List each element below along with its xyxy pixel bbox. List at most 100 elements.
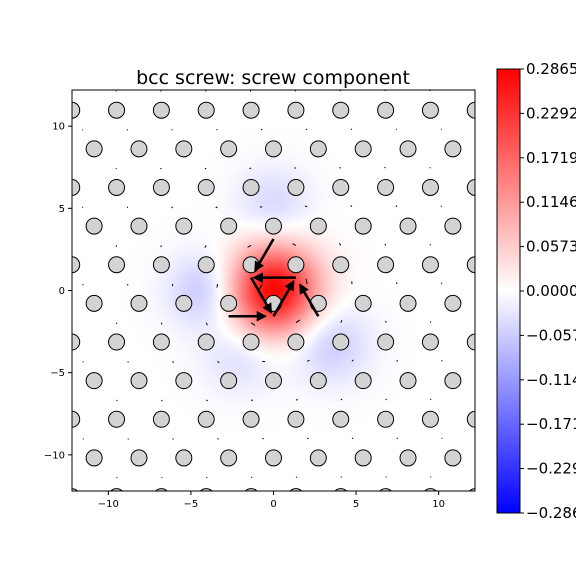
atom <box>175 217 193 235</box>
atom <box>176 527 192 543</box>
atom <box>86 527 102 543</box>
atom <box>242 178 260 196</box>
field-arrow <box>384 243 387 246</box>
atom <box>332 333 350 351</box>
colorbar-tick-label: 0.2292 <box>526 104 576 122</box>
field-arrow <box>292 243 297 246</box>
atom <box>354 449 372 467</box>
field-arrow <box>350 205 353 208</box>
field-arrow <box>385 320 387 323</box>
atom <box>354 217 372 235</box>
field-arrow <box>204 167 207 170</box>
atom <box>175 372 193 390</box>
atom <box>332 101 350 119</box>
colorbar-tick-label: 0.1719 <box>526 149 576 167</box>
atom <box>175 449 193 467</box>
atom <box>466 178 475 196</box>
atom <box>444 140 462 158</box>
atom <box>309 217 327 235</box>
atom <box>19 257 35 273</box>
plot-area <box>0 64 573 543</box>
atom <box>421 101 439 119</box>
atom <box>130 294 148 312</box>
core-arrows <box>228 238 320 322</box>
field-arrow <box>440 128 443 130</box>
atom <box>424 488 437 491</box>
atom <box>19 489 35 505</box>
field-arrow <box>351 359 354 362</box>
field-arrow <box>295 319 301 324</box>
chart-title: bcc screw: screw component <box>136 67 410 89</box>
colorbar-gradient <box>497 69 520 513</box>
atom <box>197 101 215 119</box>
field-arrow <box>385 398 387 401</box>
atom <box>399 294 417 312</box>
field-arrow <box>205 399 208 402</box>
atom <box>86 64 102 80</box>
atom <box>152 410 170 428</box>
atom <box>309 449 327 467</box>
atom <box>108 256 126 274</box>
atom <box>535 527 551 543</box>
y-axis: −10 −5 0 5 10 <box>44 122 72 461</box>
x-axis: −10 −5 0 5 10 <box>98 491 445 510</box>
field-arrow <box>395 128 398 130</box>
atom <box>72 256 81 274</box>
atom <box>0 450 12 466</box>
field-arrow <box>171 206 173 209</box>
core-displacement-arrow <box>272 279 295 317</box>
core-displacement-arrow <box>299 283 320 317</box>
atom <box>85 294 103 312</box>
atom <box>354 140 372 158</box>
atom <box>72 488 79 491</box>
x-tick-label: 10 <box>432 499 445 510</box>
atom <box>466 256 475 274</box>
atom <box>131 527 147 543</box>
field-arrow <box>258 283 263 290</box>
atom <box>199 488 213 491</box>
atom <box>130 449 148 467</box>
colorbar: 0.2865 0.2292 0.1719 0.1146 0.0573 0.0000 −0.0… <box>496 60 576 522</box>
field-arrow <box>82 438 84 440</box>
atom <box>41 527 57 543</box>
atom <box>19 102 35 118</box>
atom <box>265 449 282 467</box>
field-arrow <box>116 399 118 402</box>
atom <box>0 373 12 389</box>
colorbar-tick-label: −0.1146 <box>526 371 576 389</box>
atom <box>557 489 573 505</box>
atom <box>85 140 103 158</box>
field-arrow <box>116 476 118 479</box>
core-displacement-arrow <box>249 276 273 314</box>
atom <box>421 333 439 351</box>
atom <box>399 217 417 235</box>
atom <box>220 140 238 158</box>
field-arrow <box>247 244 252 248</box>
field-arrow <box>304 205 308 208</box>
atom <box>152 178 170 196</box>
atom <box>287 101 305 119</box>
field-arrow <box>338 242 342 246</box>
field-arrow <box>396 359 399 362</box>
y-tick-label: 0 <box>59 286 65 297</box>
atom <box>197 256 215 274</box>
atom <box>444 449 462 467</box>
atom <box>354 294 372 312</box>
atom <box>154 488 168 491</box>
atom <box>377 410 395 428</box>
atom <box>535 218 551 234</box>
atom <box>265 140 282 158</box>
atom <box>354 372 372 390</box>
atom <box>557 257 573 273</box>
field-arrow <box>340 319 343 323</box>
atom <box>332 178 350 196</box>
field-arrow <box>384 166 386 169</box>
field-arrow <box>126 206 129 209</box>
atom <box>0 527 12 543</box>
field-arrow <box>172 438 174 440</box>
field-arrow <box>126 129 129 131</box>
atom <box>490 527 506 543</box>
atom <box>197 333 215 351</box>
atom <box>266 527 282 543</box>
